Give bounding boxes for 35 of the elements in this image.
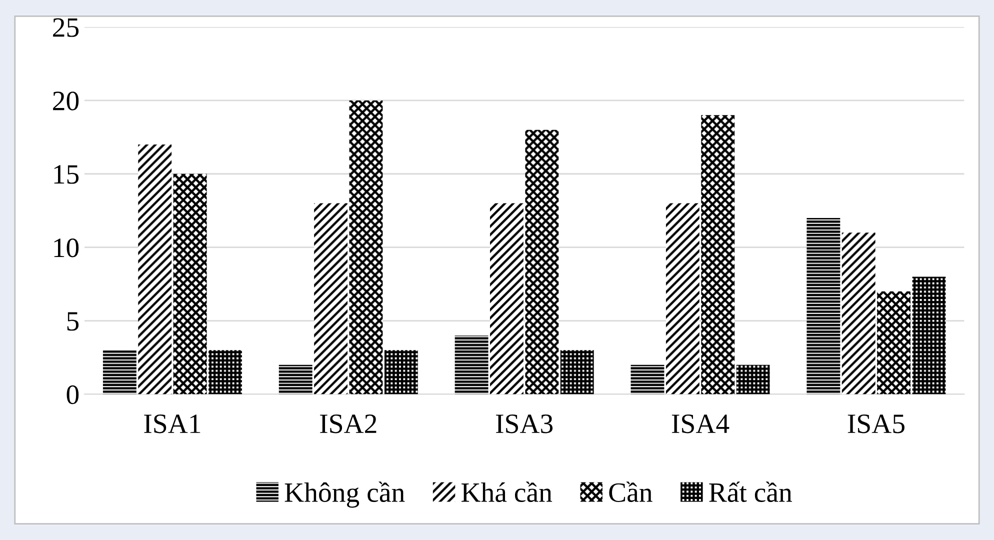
bar xyxy=(102,350,136,394)
bar xyxy=(630,364,664,394)
y-tick-label: 5 xyxy=(67,312,79,331)
y-tick-label: 15 xyxy=(54,165,79,184)
y-tick-label: 20 xyxy=(53,92,79,110)
y-tick-label: 10 xyxy=(54,238,79,258)
bar xyxy=(736,364,770,394)
y-tick-label: 25 xyxy=(53,18,79,37)
bar xyxy=(314,203,348,394)
bar xyxy=(384,350,418,394)
bar xyxy=(912,276,946,394)
x-tick-label: ISA1 xyxy=(144,414,200,434)
legend-label: Rất cần xyxy=(709,482,792,502)
bar xyxy=(666,203,700,394)
bar xyxy=(806,218,840,394)
bar xyxy=(525,130,559,394)
bar xyxy=(454,335,488,394)
legend-label: Khá cần xyxy=(462,482,552,502)
x-tick-label: ISA5 xyxy=(848,414,904,434)
legend-label: Không cần xyxy=(284,482,405,508)
x-tick-label: ISA3 xyxy=(496,414,553,434)
bar xyxy=(349,100,383,394)
y-tick-label: 0 xyxy=(66,385,79,404)
bar xyxy=(560,350,594,394)
bar xyxy=(877,291,911,394)
bar xyxy=(701,115,735,394)
bar xyxy=(490,203,524,394)
x-tick-label: ISA4 xyxy=(672,414,730,434)
bar xyxy=(208,350,242,394)
bar xyxy=(138,144,172,394)
bar xyxy=(278,364,312,394)
legend-label: Cần xyxy=(609,482,652,502)
bar xyxy=(842,232,876,394)
x-tick-label: ISA2 xyxy=(320,414,376,434)
bar xyxy=(173,174,207,394)
